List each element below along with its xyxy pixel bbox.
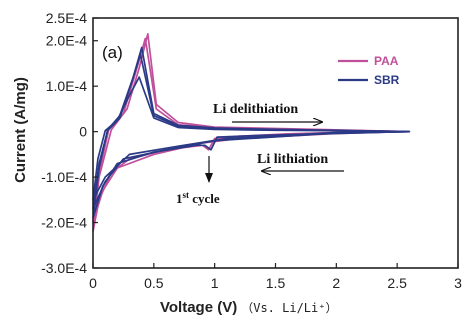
- annotation-delithiation: Li delithiation: [213, 102, 298, 117]
- x-axis-title: Voltage (V) （Vs. Li/Li⁺）: [160, 299, 337, 316]
- y-tick-label: 2.5E-4: [46, 10, 87, 26]
- y-axis-title: Current (A/mg): [12, 77, 29, 183]
- annotation-lithiation: Li lithiation: [257, 152, 328, 167]
- y-tick-label: 0: [79, 124, 87, 140]
- y-tick-label: 2.0E-4: [46, 33, 87, 49]
- x-tick-label: 2.5: [387, 275, 407, 291]
- legend-label-paa: PAA: [374, 54, 399, 68]
- y-tick-label: -2.0E-4: [41, 215, 87, 231]
- y-tick-layer: 2.5E-4 2.0E-4 1.0E-4 0 -1.0E-4 -2.0E-4 -3.0E-4: [41, 10, 98, 276]
- panel-label: (a): [102, 43, 123, 62]
- x-tick-label: 3: [454, 275, 462, 291]
- y-tick-label: 1.0E-4: [46, 78, 87, 94]
- x-tick-label: 1: [211, 275, 219, 291]
- x-tick-label: 1.5: [266, 275, 286, 291]
- series-layer: [92, 33, 411, 232]
- annotation-first-cycle: 1st cycle: [176, 190, 220, 206]
- y-tick-label: -3.0E-4: [41, 260, 87, 276]
- legend-label-sbr: SBR: [374, 73, 400, 87]
- x-tick-label: 0.5: [144, 275, 164, 291]
- y-tick-label: -1.0E-4: [41, 169, 87, 185]
- x-tick-label: 2: [332, 275, 340, 291]
- legend: PAA SBR: [338, 54, 400, 87]
- x-tick-layer: 0 0.5 1 1.5 2 2.5 3: [89, 263, 462, 291]
- x-tick-label: 0: [89, 275, 97, 291]
- series-line-sbr-cycle-3: [92, 76, 411, 201]
